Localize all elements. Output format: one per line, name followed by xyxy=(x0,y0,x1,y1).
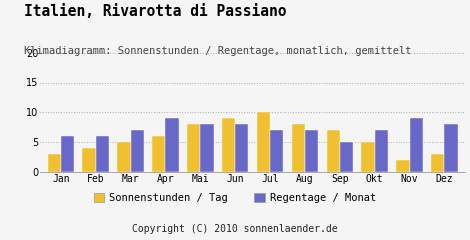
Legend: Sonnenstunden / Tag, Regentage / Monat: Sonnenstunden / Tag, Regentage / Monat xyxy=(90,189,380,207)
Bar xyxy=(292,124,305,172)
Bar xyxy=(118,142,131,172)
Bar xyxy=(340,142,353,172)
Bar xyxy=(131,130,144,172)
Bar xyxy=(187,124,200,172)
Bar xyxy=(83,148,96,172)
Text: Copyright (C) 2010 sonnenlaender.de: Copyright (C) 2010 sonnenlaender.de xyxy=(132,224,338,234)
Bar xyxy=(396,160,409,172)
Bar xyxy=(327,130,340,172)
Bar xyxy=(165,118,179,172)
Bar xyxy=(409,118,423,172)
Bar xyxy=(47,154,61,172)
Bar xyxy=(200,124,213,172)
Bar xyxy=(444,124,458,172)
Bar xyxy=(235,124,249,172)
Bar xyxy=(361,142,375,172)
Text: Klimadiagramm: Sonnenstunden / Regentage, monatlich, gemittelt: Klimadiagramm: Sonnenstunden / Regentage… xyxy=(24,46,411,56)
Bar xyxy=(257,112,270,172)
Bar xyxy=(222,118,235,172)
Bar xyxy=(152,136,165,172)
Text: Italien, Rivarotta di Passiano: Italien, Rivarotta di Passiano xyxy=(24,4,286,19)
Bar xyxy=(431,154,444,172)
Bar xyxy=(96,136,109,172)
Bar xyxy=(375,130,388,172)
Bar xyxy=(270,130,283,172)
Bar xyxy=(61,136,74,172)
Bar xyxy=(305,130,318,172)
